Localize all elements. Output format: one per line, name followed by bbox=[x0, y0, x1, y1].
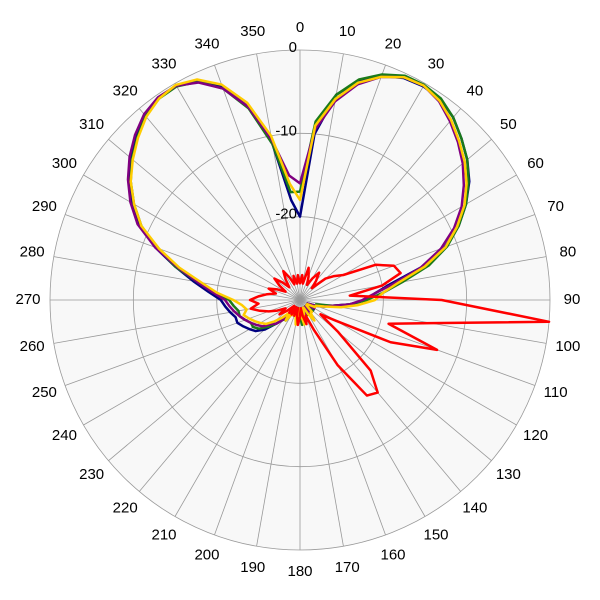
angle-tick-label: 190 bbox=[240, 559, 265, 576]
angle-tick-label: 10 bbox=[339, 23, 356, 40]
angle-tick-label: 330 bbox=[151, 55, 176, 72]
angle-tick-label: 70 bbox=[547, 198, 564, 215]
angle-tick-label: 30 bbox=[428, 55, 445, 72]
radial-tick-label: -10 bbox=[275, 122, 297, 139]
angle-tick-label: 270 bbox=[15, 291, 40, 308]
angle-tick-label: 350 bbox=[240, 23, 265, 40]
angle-tick-label: 20 bbox=[385, 35, 402, 52]
angle-tick-label: 310 bbox=[79, 116, 104, 133]
spoke bbox=[214, 64, 301, 301]
angle-tick-label: 260 bbox=[20, 338, 45, 355]
angle-tick-label: 200 bbox=[194, 547, 219, 564]
spoke bbox=[299, 299, 344, 547]
spoke bbox=[53, 299, 301, 344]
spoke bbox=[138, 299, 301, 492]
spoke bbox=[83, 174, 301, 301]
angle-tick-label: 290 bbox=[32, 198, 57, 215]
angle-tick-label: 0 bbox=[296, 19, 304, 36]
angle-tick-label: 60 bbox=[527, 155, 544, 172]
spoke bbox=[256, 53, 301, 301]
spoke bbox=[53, 256, 301, 301]
angle-tick-label: 300 bbox=[52, 155, 77, 172]
angle-tick-label: 210 bbox=[151, 527, 176, 544]
grid-circle bbox=[132, 132, 468, 468]
spoke bbox=[299, 299, 536, 386]
spoke bbox=[64, 299, 301, 386]
series-line bbox=[248, 263, 551, 397]
spoke bbox=[214, 299, 301, 536]
angle-tick-label: 230 bbox=[79, 466, 104, 483]
angle-tick-label: 220 bbox=[113, 499, 138, 516]
angle-tick-label: 140 bbox=[462, 499, 487, 516]
angle-tick-label: 160 bbox=[381, 547, 406, 564]
spoke bbox=[299, 299, 462, 492]
spoke bbox=[299, 108, 462, 301]
angle-tick-label: 100 bbox=[555, 338, 580, 355]
spoke bbox=[138, 108, 301, 301]
radial-tick-label: -20 bbox=[275, 206, 297, 223]
angle-tick-label: 180 bbox=[287, 563, 312, 580]
angle-tick-label: 240 bbox=[52, 427, 77, 444]
spoke bbox=[174, 299, 301, 517]
angle-tick-label: 320 bbox=[113, 83, 138, 100]
grid-circle bbox=[49, 49, 551, 551]
spoke bbox=[299, 138, 492, 301]
angle-tick-label: 340 bbox=[194, 35, 219, 52]
angle-tick-label: 110 bbox=[544, 384, 568, 401]
spoke bbox=[299, 174, 517, 301]
angle-tick-label: 80 bbox=[560, 244, 577, 261]
angle-tick-label: 250 bbox=[32, 384, 57, 401]
radial-tick-label: 0 bbox=[289, 39, 297, 56]
spoke bbox=[299, 299, 426, 517]
angle-tick-label: 170 bbox=[335, 559, 360, 576]
spoke bbox=[64, 214, 301, 301]
angle-tick-label: 280 bbox=[20, 244, 45, 261]
spoke bbox=[299, 214, 536, 301]
spoke bbox=[299, 299, 386, 536]
spoke bbox=[174, 83, 301, 301]
spoke bbox=[299, 256, 547, 301]
spoke bbox=[299, 64, 386, 301]
angle-tick-label: 150 bbox=[423, 527, 448, 544]
angle-tick-label: 130 bbox=[496, 466, 521, 483]
spoke bbox=[256, 299, 301, 547]
spoke bbox=[299, 83, 426, 301]
spoke bbox=[83, 299, 301, 426]
angle-tick-label: 40 bbox=[466, 83, 483, 100]
angle-tick-label: 90 bbox=[564, 291, 581, 308]
angle-tick-label: 120 bbox=[523, 427, 548, 444]
spoke bbox=[108, 138, 301, 301]
angle-tick-label: 50 bbox=[500, 116, 517, 133]
